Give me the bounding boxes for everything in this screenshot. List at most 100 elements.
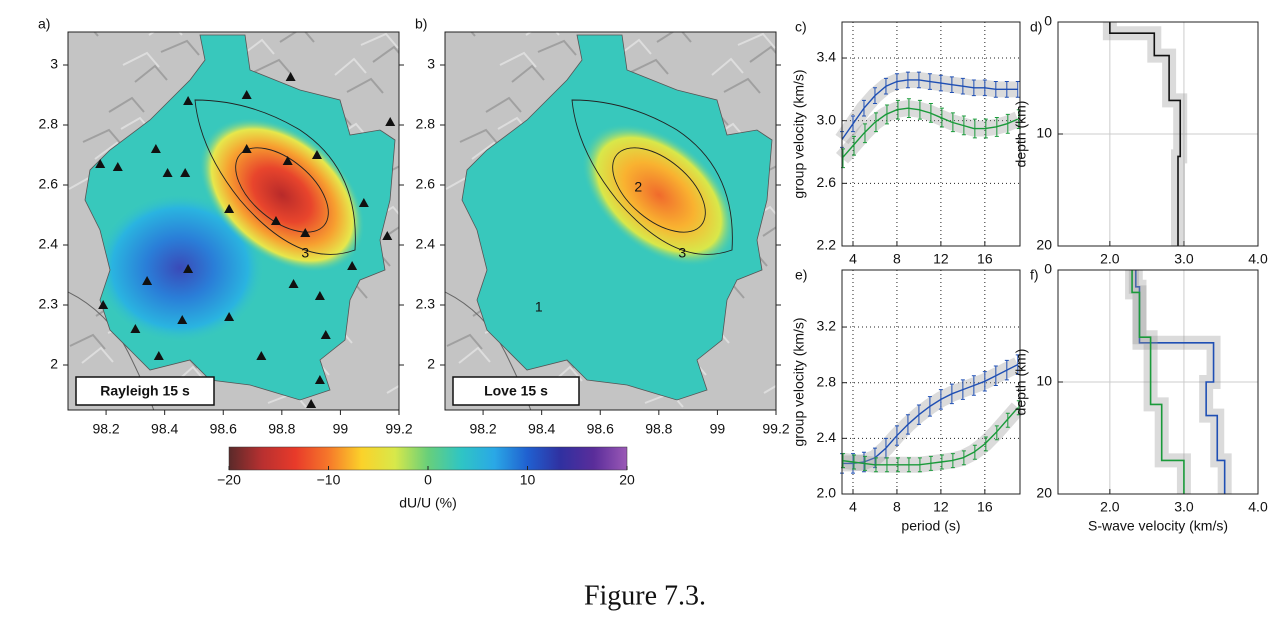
station — [382, 231, 393, 240]
error-bar — [960, 77, 965, 95]
error-bar — [895, 99, 900, 120]
station — [183, 96, 194, 105]
relief-ridge — [762, 226, 776, 237]
error-bar — [1005, 113, 1010, 134]
error-bar — [884, 104, 889, 125]
frame — [67, 31, 400, 411]
station — [241, 144, 252, 153]
y-tick-label: 20 — [1036, 485, 1052, 501]
relief-ridge — [69, 333, 106, 350]
station — [180, 168, 191, 177]
panel-label: c) — [795, 19, 807, 35]
error-bar — [895, 457, 900, 473]
relief-ridge — [160, 39, 200, 56]
error-bar — [983, 436, 988, 452]
station — [241, 90, 252, 99]
y-tick-label: 2.6 — [817, 174, 837, 190]
error-bar — [906, 457, 911, 473]
error-bar — [872, 87, 877, 104]
relief-ridge — [499, 51, 537, 68]
x-tick-label: 8 — [893, 251, 901, 267]
y-tick-label: 0 — [1044, 261, 1052, 277]
x-tick-label: 99 — [710, 421, 726, 437]
station — [306, 399, 317, 408]
error-bar — [972, 444, 977, 460]
error-bar — [851, 454, 856, 470]
relief-ridge — [764, 165, 776, 173]
relief-ridge — [385, 226, 399, 237]
error-bar — [905, 414, 910, 435]
relief-ridge — [537, 39, 577, 56]
relief-ridge — [763, 384, 776, 394]
x-tick-label: 4 — [849, 251, 857, 267]
colorbar-tick-label: 10 — [520, 472, 536, 488]
error-bar — [862, 455, 867, 471]
contour — [235, 147, 329, 233]
y-tick-label: 2.6 — [416, 176, 436, 192]
x-tick-label: 3.0 — [1174, 251, 1194, 267]
error-bar — [982, 371, 987, 392]
y-axis-label: depth (km) — [1013, 101, 1029, 168]
relief-ridge — [485, 96, 522, 113]
map — [445, 32, 776, 410]
x-tick-label: 12 — [933, 251, 949, 267]
velocity-profile — [1109, 22, 1182, 246]
relief-ridge — [253, 58, 292, 75]
fast-anomaly — [581, 123, 737, 267]
colorbar-tick-label: −20 — [217, 472, 241, 488]
contour — [571, 99, 733, 255]
y-tick-label: 2 — [427, 356, 435, 372]
relief-ridge — [346, 77, 384, 94]
station — [224, 312, 235, 321]
error-bar — [873, 457, 878, 473]
station — [282, 156, 293, 165]
x-tick-label: 12 — [933, 499, 949, 515]
error-bar — [894, 73, 899, 90]
panel-label: e) — [795, 267, 807, 283]
x-tick-label: 98.8 — [645, 421, 672, 437]
x-tick-label: 99.2 — [762, 421, 789, 437]
x-tick-label: 2.0 — [1100, 499, 1120, 515]
station — [347, 261, 358, 270]
x-tick-label: 98.4 — [151, 421, 178, 437]
legend-box — [452, 376, 580, 406]
relief-ridge — [723, 77, 761, 94]
error-bar — [961, 115, 966, 136]
relief-ridge — [372, 45, 399, 63]
error-bar — [993, 81, 998, 98]
x-tick-label: 98.6 — [587, 421, 614, 437]
error-bar — [950, 453, 955, 469]
frame — [841, 21, 1021, 247]
error-bar — [916, 71, 921, 89]
colorbar-tick-label: −10 — [317, 472, 341, 488]
relief-ridge — [279, 32, 315, 43]
x-tick-label: 98.2 — [469, 421, 496, 437]
x-tick-label: 99.2 — [385, 421, 412, 437]
y-tick-label: 2.4 — [39, 236, 59, 252]
y-tick-label: 2.6 — [39, 176, 59, 192]
y-tick-label: 10 — [1036, 125, 1052, 141]
y-tick-label: 2.8 — [817, 373, 837, 389]
y-tick-label: 3.2 — [817, 318, 837, 334]
station — [256, 351, 267, 360]
y-axis-label: depth (km) — [1013, 349, 1029, 416]
colorbar-tick-label: 20 — [619, 472, 635, 488]
legend-box — [75, 376, 215, 406]
error-bar — [993, 365, 998, 386]
x-tick-label: 4.0 — [1248, 499, 1268, 515]
relief-ridge — [134, 64, 168, 83]
station — [285, 72, 296, 81]
error-bar — [873, 112, 878, 133]
annotation: 1 — [535, 299, 543, 315]
error-bar — [1015, 81, 1020, 98]
x-tick-label: 98.8 — [268, 421, 295, 437]
error-bar — [905, 71, 910, 89]
relief-ridge — [630, 58, 669, 75]
error-bar — [928, 455, 933, 471]
y-tick-label: 2.3 — [39, 296, 59, 312]
relief-ridge — [749, 45, 776, 63]
x-tick-label: 98.2 — [92, 421, 119, 437]
station — [300, 228, 311, 237]
error-bar — [994, 117, 999, 137]
